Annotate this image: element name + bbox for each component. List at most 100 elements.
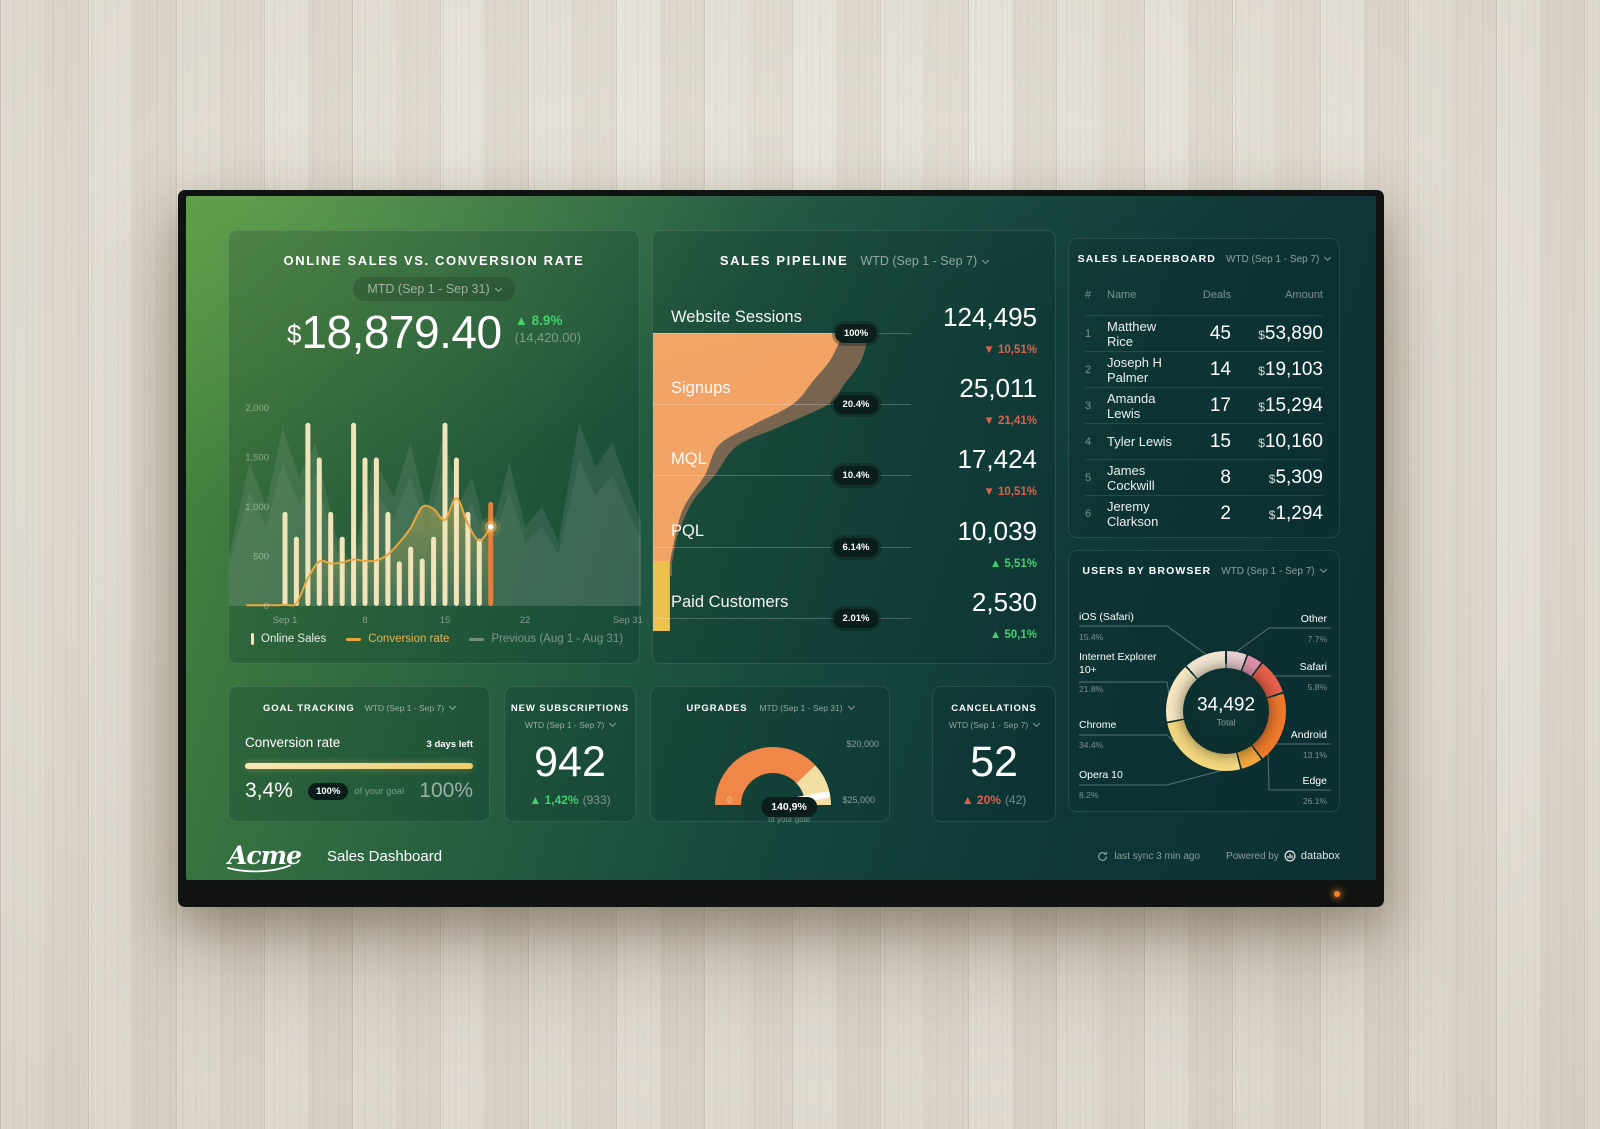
- svg-text:0: 0: [264, 601, 269, 612]
- card-users-by-browser: USERS BY BROWSER WTD (Sep 1 - Sep 7) 34,…: [1068, 550, 1340, 812]
- cancelations-title: CANCELATIONS: [951, 703, 1037, 714]
- browser-range-dropdown[interactable]: WTD (Sep 1 - Sep 7): [1221, 565, 1327, 577]
- stage-pct-badge: 20.4%: [833, 395, 879, 414]
- donut-label-ios: iOS (Safari) 15.4%: [1079, 611, 1134, 642]
- stage-separator: [653, 547, 911, 548]
- goal-progress-bar: [245, 763, 473, 769]
- donut-label-android: Android 13.1%: [1290, 729, 1327, 760]
- chevron-down-icon: [494, 284, 502, 293]
- leaderboard-title: SALES LEADERBOARD: [1077, 253, 1216, 265]
- donut-label-opera: Opera 10 8.2%: [1079, 769, 1123, 800]
- card-upgrades: UPGRADES MTD (Sep 1 - Sep 31) 0 $20,000 …: [650, 686, 890, 824]
- pipeline-stage-row: Paid Customers 2,530 ▲ 50,1%: [671, 587, 1037, 641]
- card-new-subscriptions: NEW SUBSCRIPTIONS WTD (Sep 1 - Sep 7) 94…: [504, 686, 636, 822]
- cancelations-range-dropdown[interactable]: WTD (Sep 1 - Sep 7): [933, 719, 1055, 730]
- sync-status: last sync 3 min ago: [1097, 851, 1200, 862]
- browser-donut-chart: [1166, 651, 1286, 771]
- donut-label-edge: Edge 26.1%: [1302, 775, 1327, 806]
- online-sales-previous: (14,420.00): [514, 330, 582, 345]
- card-goal-tracking: GOAL TRACKING WTD (Sep 1 - Sep 7) Conver…: [228, 686, 490, 822]
- pipeline-stage-row: PQL 10,039 ▲ 5,51%: [671, 516, 1037, 570]
- svg-text:1,000: 1,000: [245, 502, 269, 513]
- dashboard-footer: Acme Sales Dashboard last sync 3 min ago…: [227, 840, 1340, 873]
- powered-by: Powered by databox: [1226, 850, 1340, 862]
- stage-separator: [653, 404, 911, 405]
- donut-label-ie: Internet Explorer 10+ 21.8%: [1079, 651, 1157, 694]
- chevron-down-icon: [449, 702, 457, 711]
- goal-metric: Conversion rate: [245, 735, 341, 750]
- leaderboard-header: # Name Deals Amount: [1085, 289, 1323, 301]
- stage-pct-badge: 100%: [834, 324, 878, 343]
- gauge-min-label: 0: [727, 795, 733, 805]
- leaderboard-row: 4 Tyler Lewis 15 $10,160: [1085, 423, 1323, 459]
- stage-pct-badge: 6.14%: [833, 538, 879, 557]
- online-sales-swatch: [251, 633, 254, 645]
- goal-title: GOAL TRACKING: [262, 703, 355, 714]
- donut-label-other: Other 7.7%: [1300, 613, 1327, 644]
- svg-text:2,000: 2,000: [245, 403, 269, 414]
- tv-power-led: [1334, 891, 1340, 897]
- subscriptions-value: 942: [534, 738, 606, 786]
- dashboard-title: Sales Dashboard: [326, 847, 443, 865]
- goal-range-dropdown[interactable]: WTD (Sep 1 - Sep 7): [365, 702, 457, 713]
- svg-text:500: 500: [253, 552, 269, 563]
- online-sales-value: 18,879.40: [301, 306, 502, 358]
- browser-total: 34,492: [1196, 694, 1256, 716]
- stage-separator: [653, 475, 911, 476]
- leaderboard-row: 2 Joseph H Palmer 14 $19,103: [1085, 351, 1323, 387]
- donut-hole: [1183, 668, 1269, 754]
- online-sales-title: ONLINE SALES VS. CONVERSION RATE: [283, 253, 585, 268]
- subscriptions-range-dropdown[interactable]: WTD (Sep 1 - Sep 7): [505, 719, 635, 730]
- card-cancelations: CANCELATIONS WTD (Sep 1 - Sep 7) 52 ▲ 20…: [932, 686, 1056, 822]
- subscriptions-delta: ▲ 1,42%: [529, 793, 579, 807]
- goal-target: 100%: [419, 779, 473, 802]
- chevron-down-icon: [1324, 253, 1332, 262]
- upgrades-title: UPGRADES: [686, 703, 748, 714]
- svg-text:Sep 1: Sep 1: [273, 615, 298, 626]
- previous-period-swatch: [469, 637, 485, 641]
- svg-text:22: 22: [520, 615, 531, 626]
- leaderboard-row: 3 Amanda Lewis 17 $15,294: [1085, 387, 1323, 423]
- svg-text:8: 8: [362, 615, 367, 626]
- card-sales-pipeline: SALES PIPELINE WTD (Sep 1 - Sep 7) Websi…: [652, 230, 1056, 664]
- dashboard-screen: ONLINE SALES VS. CONVERSION RATE MTD (Se…: [186, 196, 1376, 880]
- leaderboard-rows: 1 Matthew Rice 45 $53,890 2 Joseph H Palmer 14…: [1085, 315, 1323, 531]
- pipeline-stage-row: Signups 25,011 ▼ 21,41%: [671, 373, 1037, 427]
- chevron-down-icon: [1033, 719, 1041, 728]
- goal-days-left: 3 days left: [426, 739, 473, 750]
- gauge-max-label: $25,000: [842, 795, 875, 805]
- stage-separator: [653, 618, 911, 619]
- goal-current: 3,4%: [245, 779, 293, 802]
- svg-text:Sep 31: Sep 31: [613, 615, 643, 626]
- pipeline-stage-row: MQL 17,424 ▼ 10,51%: [671, 444, 1037, 498]
- upgrades-range-dropdown[interactable]: MTD (Sep 1 - Sep 31): [759, 702, 855, 713]
- pipeline-range-dropdown[interactable]: WTD (Sep 1 - Sep 7): [860, 254, 990, 268]
- cancelations-delta: ▲ 20%: [961, 793, 1001, 807]
- tv-frame: ONLINE SALES VS. CONVERSION RATE MTD (Se…: [178, 190, 1384, 907]
- donut-label-safari: Safari 5.8%: [1299, 661, 1327, 692]
- leaderboard-row: 1 Matthew Rice 45 $53,890: [1085, 315, 1323, 351]
- svg-text:1,500: 1,500: [245, 453, 269, 464]
- databox-icon: [1284, 850, 1296, 862]
- sync-icon: [1098, 851, 1108, 861]
- online-sales-range-dropdown[interactable]: MTD (Sep 1 - Sep 31): [353, 277, 515, 301]
- gauge-caption: of your goal: [768, 815, 810, 824]
- acme-logo: Acme: [227, 843, 302, 873]
- cancelations-value: 52: [970, 738, 1018, 786]
- logo-underline-swash: [227, 864, 291, 873]
- leaderboard-row: 6 Jeremy Clarkson 2 $1,294: [1085, 495, 1323, 531]
- online-sales-value-row: $ 18,879.40 ▲ 8.9% (14,420.00): [229, 305, 639, 359]
- pipeline-title: SALES PIPELINE: [719, 253, 849, 268]
- card-online-sales: ONLINE SALES VS. CONVERSION RATE MTD (Se…: [228, 230, 643, 664]
- chart-legend: Online Sales Conversion rate Previous (A…: [251, 633, 623, 645]
- browser-title: USERS BY BROWSER: [1082, 565, 1212, 577]
- chevron-down-icon: [609, 719, 617, 728]
- gauge-pct-badge: 140,9%: [761, 797, 817, 817]
- chevron-down-icon: [982, 256, 990, 265]
- leaderboard-row: 5 James Cockwill 8 $5,309: [1085, 459, 1323, 495]
- card-sales-leaderboard: SALES LEADERBOARD WTD (Sep 1 - Sep 7) # …: [1068, 238, 1340, 538]
- stage-pct-badge: 10.4%: [833, 466, 879, 485]
- leaderboard-range-dropdown[interactable]: WTD (Sep 1 - Sep 7): [1226, 253, 1332, 265]
- online-sales-chart: 0 500 1,000 1,500 2,000 Sep 1 8 15 22 Sep 31: [229, 403, 643, 626]
